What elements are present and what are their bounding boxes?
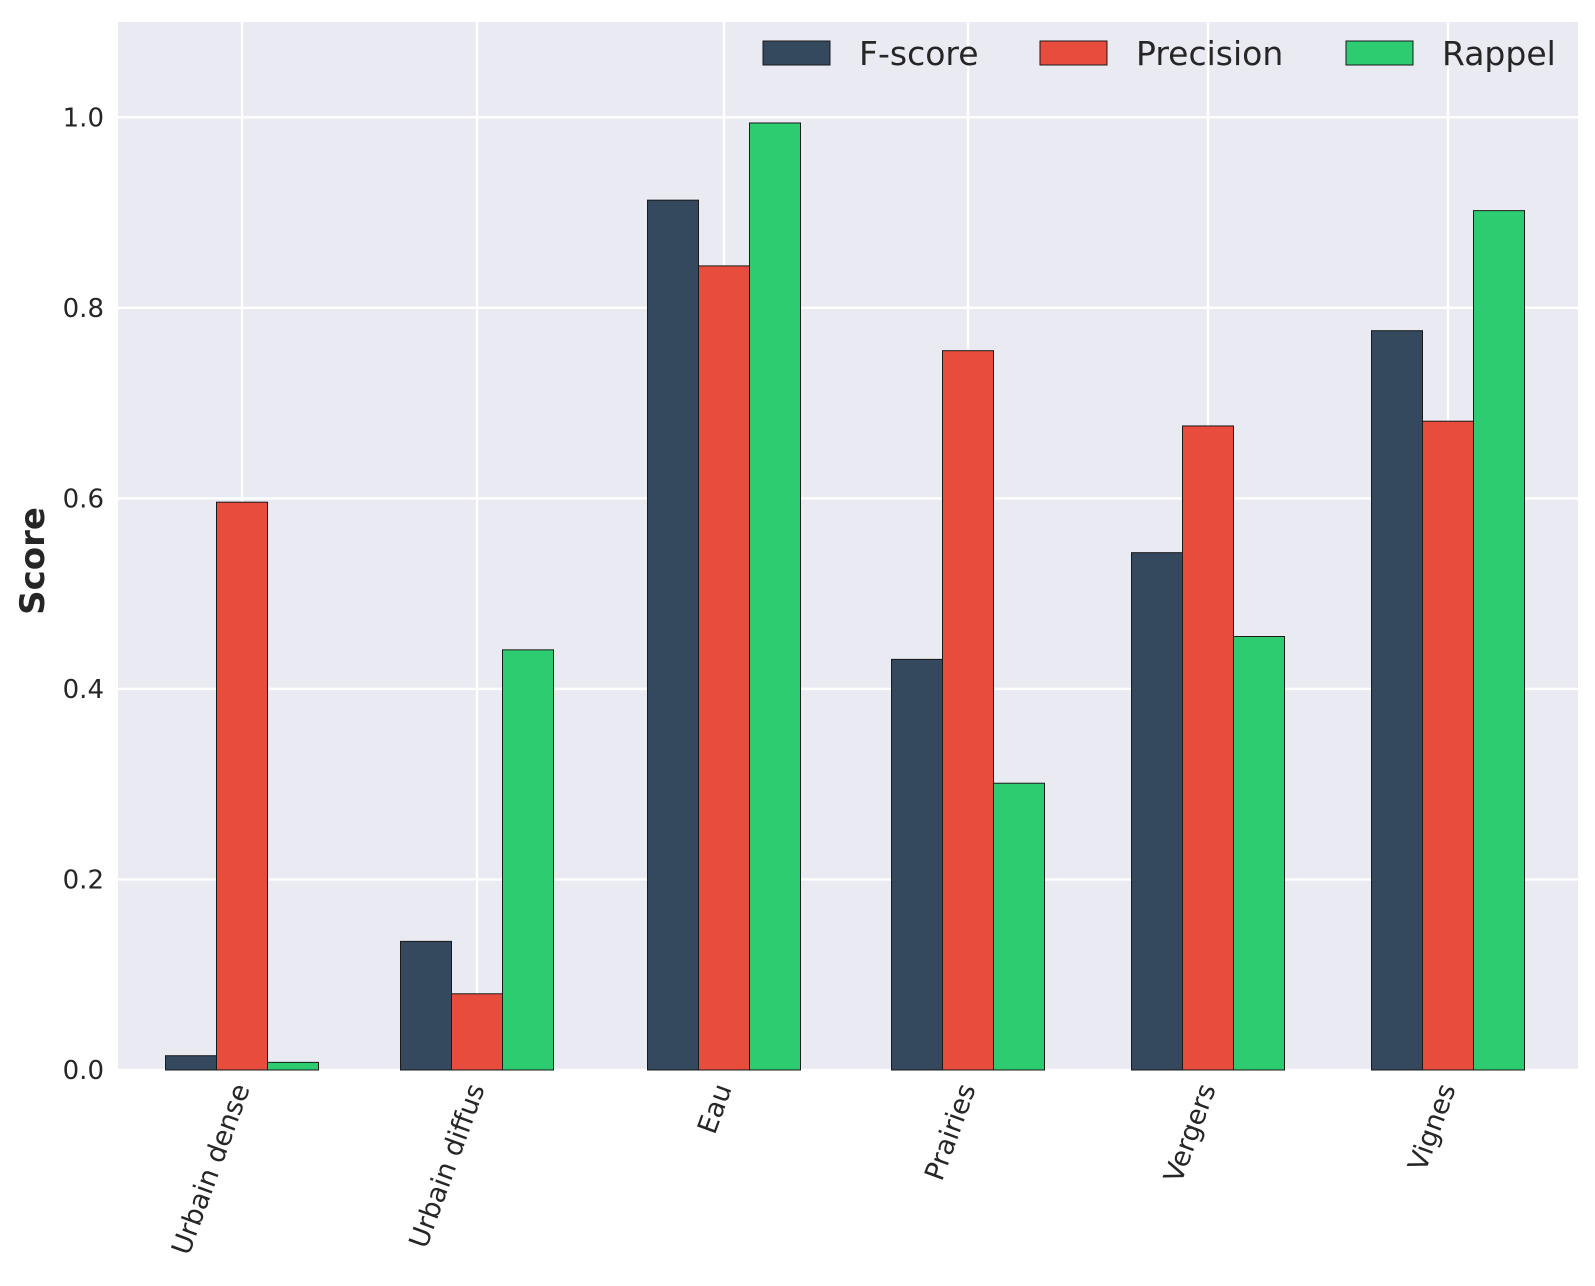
bar-rappel-vignes <box>1473 210 1525 1071</box>
x-tick-label: Prairies <box>919 1080 982 1185</box>
y-tick-label: 0.0 <box>63 1056 104 1086</box>
legend-swatch-precision <box>1039 40 1108 66</box>
legend: F-score Precision Rappel <box>762 34 1556 73</box>
x-tick-label: Urbain dense <box>166 1080 256 1259</box>
bar-precision-prairies <box>942 350 994 1071</box>
y-tick-label: 0.6 <box>63 484 104 514</box>
bar-rappel-urbain-dense <box>267 1061 319 1071</box>
legend-label-precision: Precision <box>1136 34 1283 73</box>
y-tick-label: 1.0 <box>63 103 104 133</box>
bar-rappel-eau <box>749 122 801 1071</box>
y-axis-title: Score <box>13 507 53 615</box>
bar-precision-urbain-diffus <box>451 993 503 1071</box>
legend-label-f-score: F-score <box>859 34 979 73</box>
bar-f-score-vergers <box>1131 552 1183 1071</box>
x-axis-ticks: Urbain dense Urbain diffus Eau Prairies Verg… <box>166 1080 1462 1259</box>
bar-f-score-urbain-diffus <box>400 940 452 1071</box>
legend-label-rappel: Rappel <box>1442 34 1556 73</box>
bar-precision-eau <box>698 265 750 1071</box>
bar-f-score-vignes <box>1371 330 1423 1071</box>
bar-precision-vignes <box>1422 420 1474 1071</box>
y-tick-label: 0.8 <box>63 294 104 324</box>
bar-rappel-urbain-diffus <box>502 649 554 1071</box>
legend-swatch-f-score <box>762 40 831 66</box>
bar-f-score-eau <box>647 199 699 1071</box>
bars <box>165 122 1525 1071</box>
legend-swatch-rappel <box>1345 40 1414 66</box>
bar-precision-urbain-dense <box>216 501 268 1071</box>
plot-area <box>118 22 1578 1070</box>
bar-rappel-vergers <box>1233 636 1285 1071</box>
y-axis-ticks: 0.0 0.2 0.4 0.6 0.8 1.0 <box>63 103 104 1086</box>
bar-rappel-prairies <box>993 782 1045 1071</box>
x-tick-label: Urbain diffus <box>404 1080 492 1252</box>
y-tick-label: 0.2 <box>63 865 104 895</box>
x-tick-label: Vignes <box>1403 1080 1463 1175</box>
x-tick-label: Vergers <box>1158 1080 1222 1187</box>
y-tick-label: 0.4 <box>63 675 104 705</box>
bar-precision-vergers <box>1182 425 1234 1071</box>
x-tick-label: Eau <box>692 1080 738 1138</box>
bar-f-score-prairies <box>891 658 943 1071</box>
bar-f-score-urbain-dense <box>165 1055 217 1071</box>
